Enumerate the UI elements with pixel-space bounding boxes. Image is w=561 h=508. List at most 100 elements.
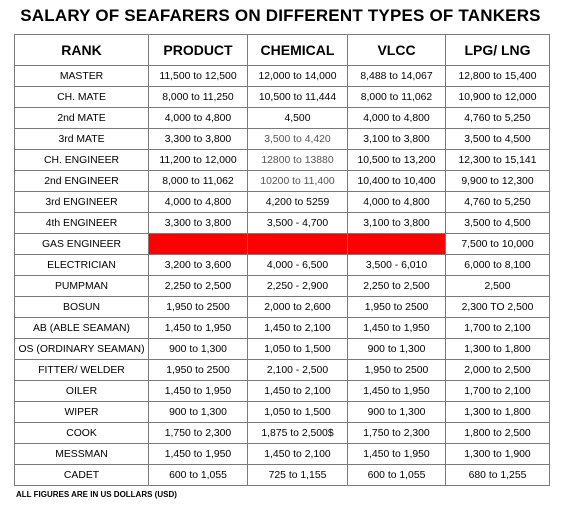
- salary-cell: 4,760 to 5,250: [445, 107, 550, 129]
- salary-cell: 2,300 TO 2,500: [445, 296, 550, 318]
- salary-cell: 3,100 to 3,800: [347, 128, 446, 150]
- salary-cell: 11,200 to 12,000: [148, 149, 248, 171]
- table-row: OILER 1,450 to 1,950 1,450 to 2,100 1,450 t…: [14, 380, 550, 402]
- salary-cell: 10200 to 11,400: [247, 170, 348, 192]
- salary-cell: 8,488 to 14,067: [347, 65, 446, 87]
- salary-cell: 725 to 1,155: [247, 464, 348, 486]
- table-row: GAS ENGINEER 7,500 to 10,000: [14, 233, 550, 255]
- salary-cell: 4,000 - 6,500: [247, 254, 348, 276]
- salary-cell: 3,200 to 3,600: [148, 254, 248, 276]
- salary-cell: 1,700 to 2,100: [445, 317, 550, 339]
- column-header: VLCC: [347, 34, 446, 66]
- empty-highlight-cell: [347, 233, 446, 255]
- table-row: 3rd MATE 3,300 to 3,800 3,500 to 4,420 3,10…: [14, 128, 550, 150]
- salary-cell: 12,000 to 14,000: [247, 65, 348, 87]
- salary-cell: 3,500 to 4,500: [445, 128, 550, 150]
- table-row: MESSMAN 1,450 to 1,950 1,450 to 2,100 1,450…: [14, 443, 550, 465]
- salary-cell: 900 to 1,300: [347, 401, 446, 423]
- table-row: 2nd MATE 4,000 to 4,800 4,500 4,000 to 4,80…: [14, 107, 550, 129]
- salary-cell: 7,500 to 10,000: [445, 233, 550, 255]
- salary-cell: 3,500 - 4,700: [247, 212, 348, 234]
- salary-cell: 10,500 to 11,444: [247, 86, 348, 108]
- salary-cell: 1,450 to 1,950: [347, 317, 446, 339]
- salary-cell: 1,875 to 2,500$: [247, 422, 348, 444]
- salary-cell: 900 to 1,300: [347, 338, 446, 360]
- salary-cell: 12800 to 13880: [247, 149, 348, 171]
- table-row: 2nd ENGINEER 8,000 to 11,062 10200 to 11,4…: [14, 170, 550, 192]
- salary-cell: 900 to 1,300: [148, 401, 248, 423]
- table-row: 3rd ENGINEER 4,000 to 4,800 4,200 to 5259 4…: [14, 191, 550, 213]
- rank-cell: 2nd MATE: [14, 107, 149, 129]
- salary-cell: 1,300 to 1,800: [445, 401, 550, 423]
- salary-cell: 8,000 to 11,062: [148, 170, 248, 192]
- salary-cell: 600 to 1,055: [148, 464, 248, 486]
- salary-cell: 1,450 to 2,100: [247, 317, 348, 339]
- salary-cell: 1,050 to 1,500: [247, 401, 348, 423]
- salary-cell: 8,000 to 11,062: [347, 86, 446, 108]
- salary-cell: 3,300 to 3,800: [148, 128, 248, 150]
- rank-cell: 3rd ENGINEER: [14, 191, 149, 213]
- salary-cell: 1,950 to 2500: [347, 296, 446, 318]
- salary-cell: 680 to 1,255: [445, 464, 550, 486]
- rank-cell: COOK: [14, 422, 149, 444]
- table-row: COOK 1,750 to 2,300 1,875 to 2,500$ 1,750 t…: [14, 422, 550, 444]
- salary-cell: 3,500 - 6,010: [347, 254, 446, 276]
- table-row: 4th ENGINEER 3,300 to 3,800 3,500 - 4,700 3…: [14, 212, 550, 234]
- table-row: MASTER 11,500 to 12,500 12,000 to 14,000 8,…: [14, 65, 550, 87]
- salary-cell: 1,750 to 2,300: [347, 422, 446, 444]
- table-row: AB (ABLE SEAMAN) 1,450 to 1,950 1,450 to 2…: [14, 317, 550, 339]
- salary-cell: 1,300 to 1,800: [445, 338, 550, 360]
- empty-highlight-cell: [247, 233, 348, 255]
- salary-cell: 3,500 to 4,500: [445, 212, 550, 234]
- salary-cell: 2,000 to 2,600: [247, 296, 348, 318]
- salary-cell: 1,050 to 1,500: [247, 338, 348, 360]
- salary-cell: 900 to 1,300: [148, 338, 248, 360]
- page-title: SALARY OF SEAFARERS ON DIFFERENT TYPES O…: [20, 6, 541, 25]
- salary-cell: 3,300 to 3,800: [148, 212, 248, 234]
- rank-cell: GAS ENGINEER: [14, 233, 149, 255]
- salary-cell: 10,900 to 12,000: [445, 86, 550, 108]
- footer-note: ALL FIGURES ARE IN US DOLLARS (USD): [16, 490, 177, 499]
- salary-cell: 1,300 to 1,900: [445, 443, 550, 465]
- salary-cell: 1,450 to 1,950: [347, 443, 446, 465]
- salary-cell: 4,500: [247, 107, 348, 129]
- rank-cell: 2nd ENGINEER: [14, 170, 149, 192]
- table-row: CADET 600 to 1,055 725 to 1,155 600 to 1,05…: [14, 464, 550, 486]
- salary-cell: 1,450 to 2,100: [247, 380, 348, 402]
- rank-cell: CADET: [14, 464, 149, 486]
- salary-cell: 2,250 - 2,900: [247, 275, 348, 297]
- rank-cell: OILER: [14, 380, 149, 402]
- column-header: PRODUCT: [148, 34, 248, 66]
- salary-cell: 4,000 to 4,800: [347, 107, 446, 129]
- table-row: CH. MATE 8,000 to 11,250 10,500 to 11,444 8…: [14, 86, 550, 108]
- column-header: LPG/ LNG: [445, 34, 550, 66]
- salary-cell: 1,450 to 1,950: [148, 443, 248, 465]
- salary-cell: 2,250 to 2,500: [148, 275, 248, 297]
- salary-cell: 12,800 to 15,400: [445, 65, 550, 87]
- table-row: WIPER 900 to 1,300 1,050 to 1,500 900 to 1,…: [14, 401, 550, 423]
- rank-cell: MESSMAN: [14, 443, 149, 465]
- salary-cell: 1,950 to 2500: [347, 359, 446, 381]
- salary-cell: 600 to 1,055: [347, 464, 446, 486]
- salary-cell: 1,450 to 2,100: [247, 443, 348, 465]
- rank-cell: BOSUN: [14, 296, 149, 318]
- rank-cell: 4th ENGINEER: [14, 212, 149, 234]
- salary-cell: 1,800 to 2,500: [445, 422, 550, 444]
- salary-cell: 1,450 to 1,950: [148, 380, 248, 402]
- salary-cell: 4,000 to 4,800: [148, 191, 248, 213]
- salary-cell: 1,950 to 2500: [148, 359, 248, 381]
- salary-cell: 6,000 to 8,100: [445, 254, 550, 276]
- rank-cell: PUMPMAN: [14, 275, 149, 297]
- salary-cell: 11,500 to 12,500: [148, 65, 248, 87]
- rank-cell: AB (ABLE SEAMAN): [14, 317, 149, 339]
- rank-cell: 3rd MATE: [14, 128, 149, 150]
- table-row: ELECTRICIAN 3,200 to 3,600 4,000 - 6,500 3,…: [14, 254, 550, 276]
- salary-cell: 1,700 to 2,100: [445, 380, 550, 402]
- rank-cell: WIPER: [14, 401, 149, 423]
- table-row: CH. ENGINEER 11,200 to 12,000 12800 to 138…: [14, 149, 550, 171]
- salary-cell: 1,750 to 2,300: [148, 422, 248, 444]
- salary-cell: 4,200 to 5259: [247, 191, 348, 213]
- rank-cell: CH. ENGINEER: [14, 149, 149, 171]
- column-header: RANK: [14, 34, 149, 66]
- salary-cell: 1,950 to 2500: [148, 296, 248, 318]
